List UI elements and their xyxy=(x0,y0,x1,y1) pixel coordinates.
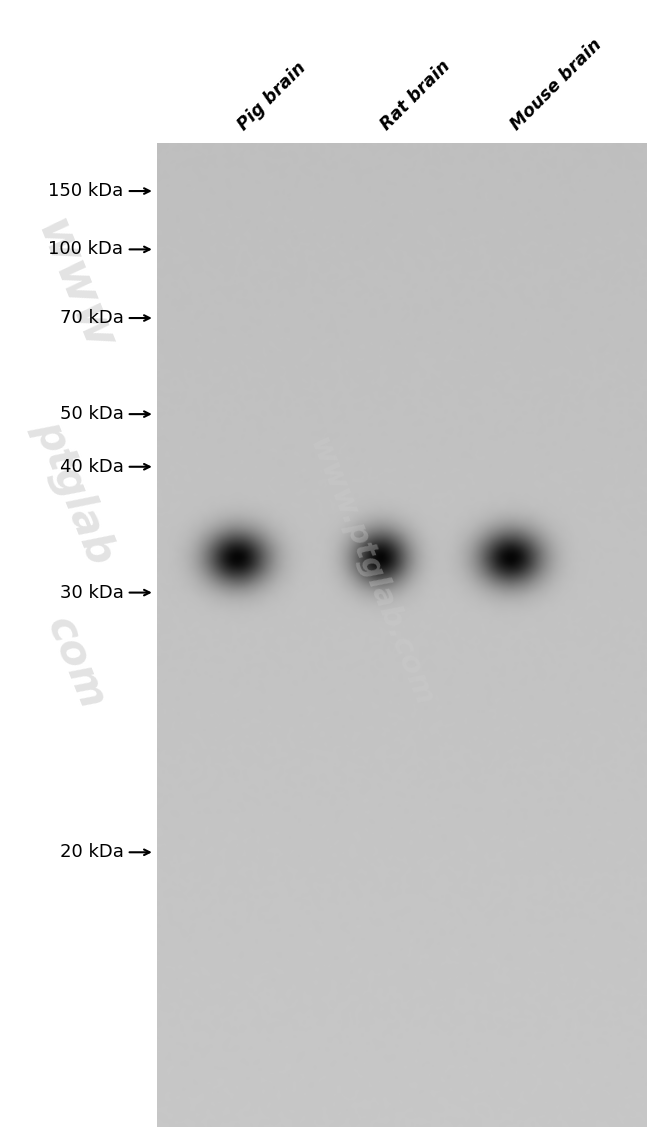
Text: com: com xyxy=(37,611,112,716)
Text: 50 kDa: 50 kDa xyxy=(60,405,124,423)
Text: 150 kDa: 150 kDa xyxy=(48,182,124,200)
Text: Mouse brain: Mouse brain xyxy=(507,35,606,134)
Text: www.ptglab.com: www.ptglab.com xyxy=(303,434,438,710)
Text: 30 kDa: 30 kDa xyxy=(60,583,124,602)
Text: 20 kDa: 20 kDa xyxy=(60,843,124,861)
Text: 70 kDa: 70 kDa xyxy=(60,309,124,327)
Text: 40 kDa: 40 kDa xyxy=(60,458,124,476)
Text: 100 kDa: 100 kDa xyxy=(49,240,124,259)
Text: ptglab: ptglab xyxy=(27,414,123,570)
Text: Rat brain: Rat brain xyxy=(377,57,454,134)
Text: www: www xyxy=(27,213,123,359)
Text: Pig brain: Pig brain xyxy=(234,58,309,134)
